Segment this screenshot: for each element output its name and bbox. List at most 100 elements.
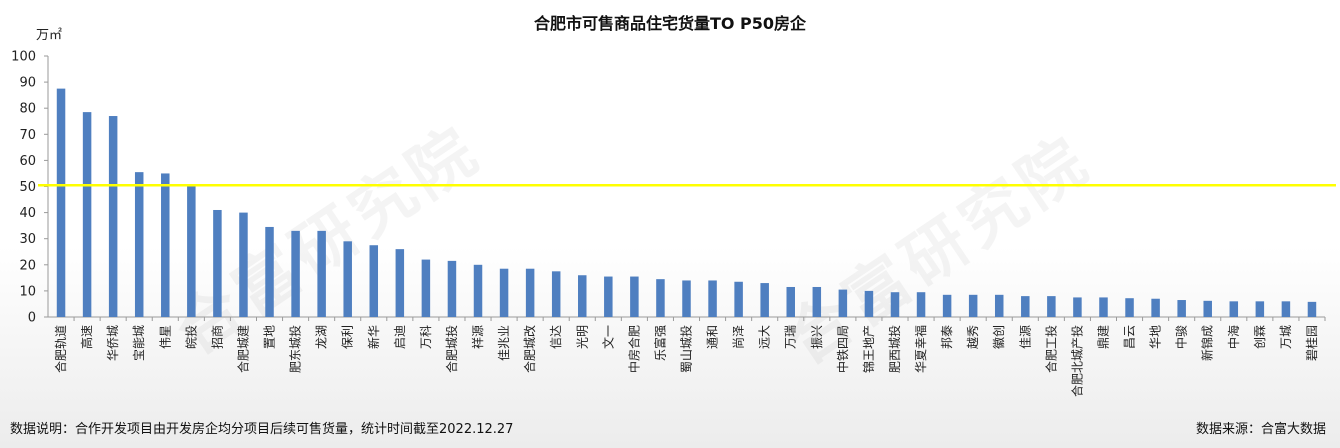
bar-37: [994, 294, 1004, 317]
y-tick-label: 10: [19, 284, 36, 299]
bar-22: [604, 276, 613, 317]
bar-34: [916, 292, 926, 317]
bar-31: [838, 289, 848, 317]
bar-46: [1229, 301, 1239, 317]
x-tick-label: 万城: [1279, 325, 1293, 349]
y-tick-label: 100: [11, 50, 36, 65]
bar-9: [265, 226, 274, 317]
bar-33: [890, 292, 900, 317]
bar-49: [1307, 301, 1317, 317]
x-tick-label: 万瑞: [784, 325, 798, 349]
x-tick-label: 肥东城投: [288, 325, 303, 373]
x-tick-label: 通和: [706, 325, 720, 349]
y-axis-unit: 万㎡: [36, 28, 63, 43]
bar-17: [473, 264, 483, 317]
x-tick-label: 肥西城投: [887, 325, 902, 373]
x-tick-label: 招商: [209, 325, 224, 349]
x-tick-label: 中骏: [1174, 325, 1189, 349]
x-tick-label: 新华: [366, 325, 381, 349]
y-tick-label: 0: [28, 311, 36, 326]
x-tick-label: 合肥城投: [444, 325, 459, 373]
x-tick-label: 徽创: [991, 325, 1006, 349]
bar-5: [161, 173, 170, 317]
bar-47: [1255, 301, 1265, 317]
bar-41: [1099, 297, 1108, 317]
bar-19: [525, 268, 535, 317]
x-tick-label: 华夏幸福: [913, 325, 928, 373]
x-tick-label: 中海: [1226, 325, 1241, 349]
x-tick-label: 华地: [1149, 325, 1163, 349]
x-tick-label: 新锦成: [1200, 325, 1215, 361]
x-tick-label: 昌云: [1123, 325, 1137, 349]
bar-6: [187, 185, 196, 317]
y-tick-label: 60: [19, 154, 36, 169]
x-tick-label: 置地: [263, 325, 277, 349]
x-tick-label: 信达: [549, 325, 563, 349]
data-source: 数据来源：合富大数据: [1195, 422, 1326, 437]
y-tick-label: 30: [19, 232, 36, 247]
bar-44: [1177, 300, 1186, 317]
x-tick-label: 启迪: [393, 325, 407, 349]
bar-24: [656, 279, 665, 317]
x-tick-label: 碧桂园: [1304, 325, 1319, 361]
x-tick-label: 乐富强: [652, 325, 667, 361]
x-tick-label: 皖投: [183, 325, 198, 349]
data-note: 数据说明：合作开发项目由开发房企均分项目后续可售货量，统计时间截至2022.12…: [10, 422, 514, 437]
x-tick-label: 越秀: [966, 325, 980, 349]
x-tick-label: 佳源: [1018, 325, 1032, 349]
bar-38: [1021, 296, 1030, 317]
y-tick-label: 20: [19, 258, 36, 273]
x-tick-label: 高速: [79, 325, 94, 349]
bar-48: [1281, 301, 1291, 317]
bar-1: [56, 88, 66, 317]
x-tick-label: 合肥轨道: [53, 325, 68, 373]
bar-4: [134, 172, 144, 317]
bar-14: [395, 249, 405, 317]
x-tick-label: 光明: [575, 325, 589, 349]
y-tick-label: 90: [19, 76, 36, 91]
bar-30: [812, 286, 822, 317]
x-tick-label: 远大: [758, 325, 772, 349]
bar-42: [1125, 298, 1134, 317]
bar-2: [82, 112, 92, 318]
x-tick-label: 宝能城: [132, 325, 146, 361]
bar-23: [630, 276, 639, 317]
bar-18: [499, 268, 509, 317]
bar-36: [968, 294, 978, 317]
x-tick-label: 振兴: [810, 325, 824, 349]
x-tick-label: 合肥城改: [522, 325, 537, 373]
y-tick-label: 40: [19, 206, 36, 221]
y-tick-label: 50: [19, 180, 36, 195]
x-tick-label: 华侨城: [106, 325, 120, 361]
bar-39: [1047, 296, 1056, 317]
x-tick-label: 鼎建: [1096, 325, 1110, 349]
x-tick-label: 佳兆业: [497, 325, 511, 361]
x-tick-label: 锦王地产: [862, 325, 876, 373]
x-tick-label: 邦泰: [940, 325, 954, 349]
x-tick-label: 文一: [600, 325, 615, 349]
bar-43: [1151, 298, 1160, 317]
bar-21: [578, 275, 587, 317]
x-tick-label: 合肥工投: [1043, 325, 1058, 373]
bar-20: [551, 271, 561, 317]
bar-8: [239, 212, 248, 317]
x-tick-label: 合肥北城产投: [1069, 325, 1084, 397]
bar-10: [291, 230, 300, 317]
x-tick-label: 合肥城建: [235, 325, 250, 373]
bar-40: [1073, 297, 1082, 317]
bar-29: [786, 286, 795, 317]
bar-45: [1203, 300, 1212, 317]
bar-13: [369, 245, 379, 317]
bar-32: [864, 290, 874, 317]
bar-35: [942, 294, 952, 317]
x-tick-label: 尚泽: [732, 325, 746, 349]
bar-7: [213, 209, 222, 317]
x-tick-label: 万科: [419, 325, 433, 349]
bar-12: [343, 241, 352, 317]
bar-11: [317, 230, 326, 317]
x-tick-label: 创霖: [1253, 325, 1267, 349]
bar-25: [682, 280, 691, 317]
bar-15: [421, 259, 431, 317]
